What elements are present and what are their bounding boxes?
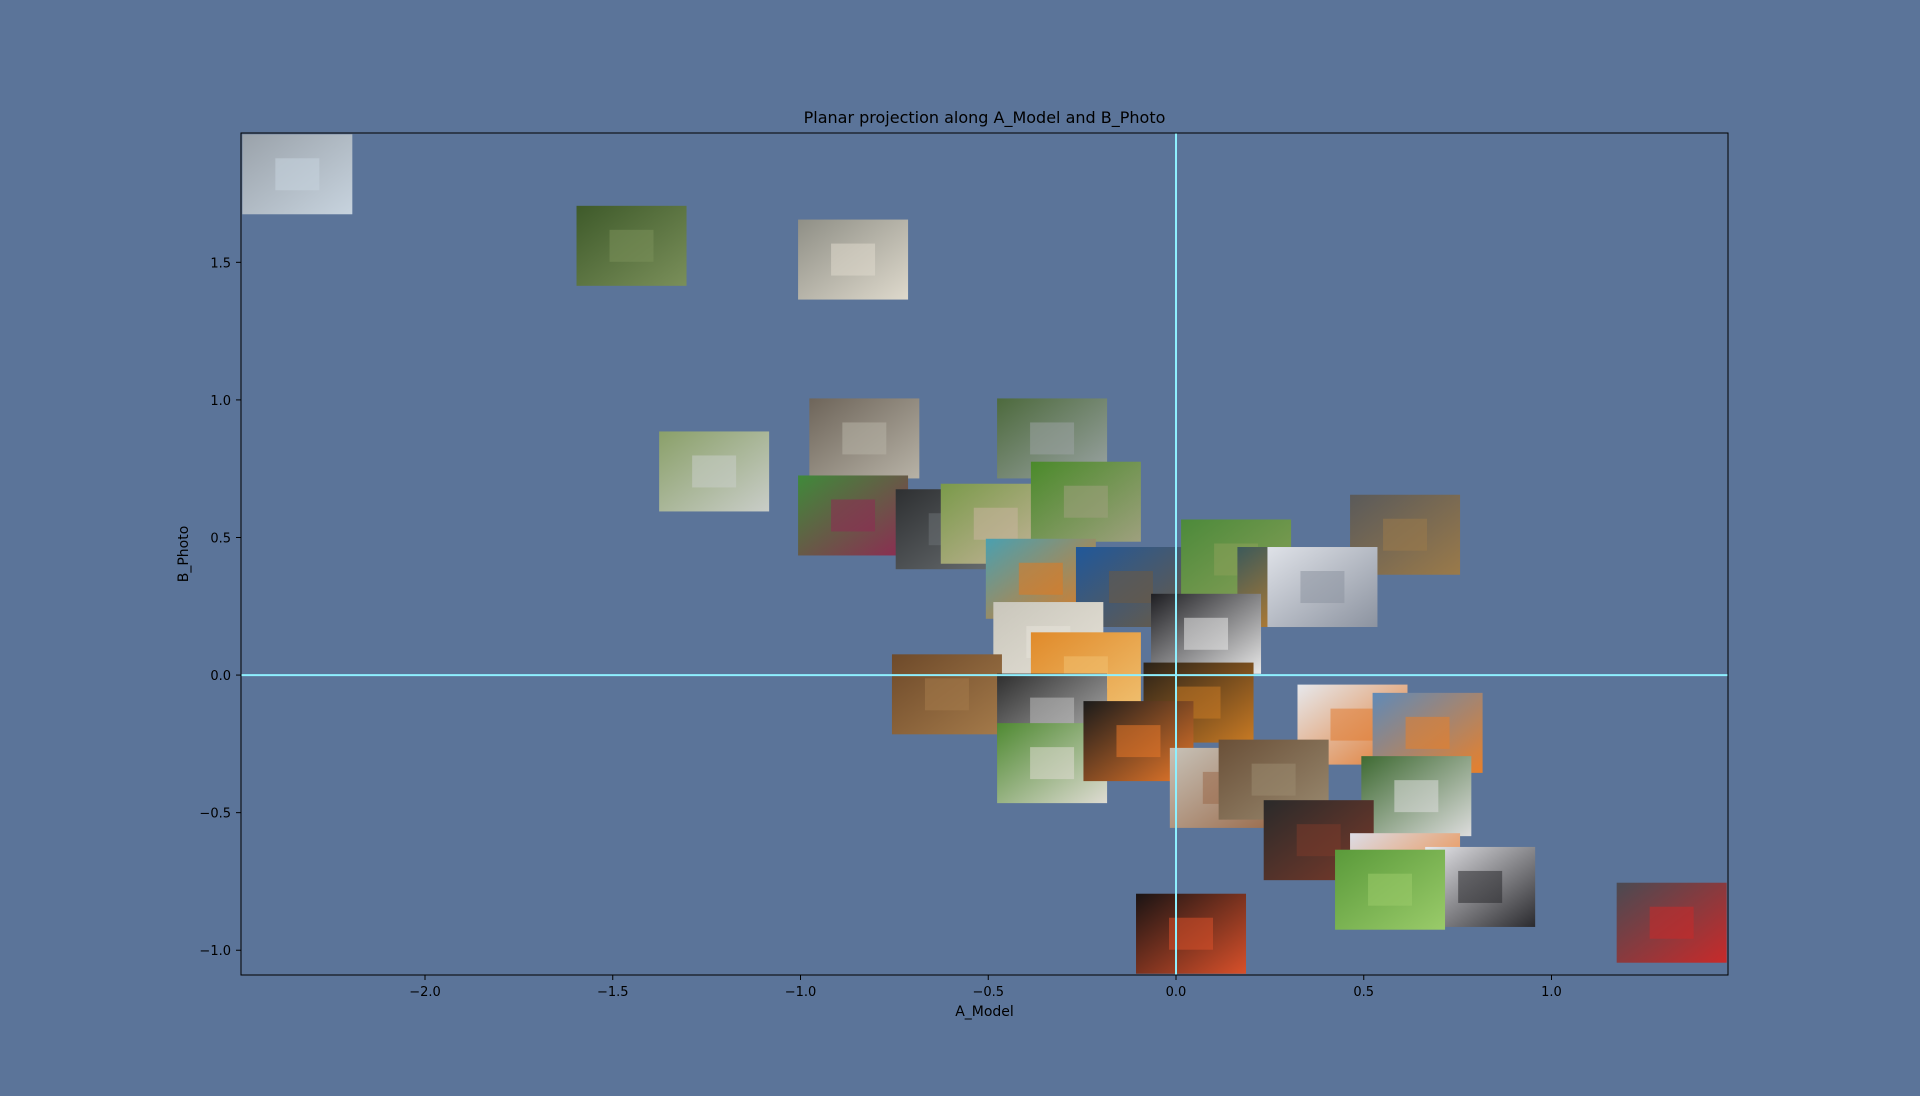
thumbnail-subject [1383, 518, 1428, 551]
thumbnail-subject [831, 499, 876, 532]
data-point-thumbnail [798, 219, 909, 300]
data-point-thumbnail [659, 431, 770, 512]
x-tick-label: −2.0 [409, 985, 441, 1000]
data-point-thumbnail [1151, 593, 1262, 674]
y-axis-label: B_Photo [176, 526, 192, 583]
thumbnail-subject [1330, 708, 1375, 741]
thumbnail-subject [1251, 763, 1296, 796]
x-tick-label: 0.0 [1166, 985, 1187, 1000]
thumbnail-subject [1018, 562, 1063, 595]
thumbnail-subject [1063, 485, 1108, 518]
thumbnail-subject [1300, 571, 1345, 604]
reference-lines [241, 133, 1728, 975]
thumbnail-subject [842, 422, 887, 455]
thumbnail-subject [1030, 747, 1075, 780]
data-point-thumbnail [1136, 893, 1247, 974]
thumbnail-subject [1368, 873, 1413, 906]
thumbnail-subject [973, 507, 1018, 540]
x-tick-label: −1.5 [597, 985, 629, 1000]
y-tick-label: 0.5 [210, 531, 231, 546]
x-axis-label: A_Model [955, 1004, 1014, 1020]
data-point-thumbnail [1267, 547, 1378, 628]
data-point-thumbnail [891, 654, 1002, 735]
data-point-thumbnail [809, 398, 920, 479]
data-point-thumbnail [1030, 461, 1141, 542]
x-tick-label: −0.5 [972, 985, 1004, 1000]
thumbnail-subject [1108, 571, 1153, 604]
data-point-thumbnail [242, 134, 353, 215]
thumbnail-subject [1030, 422, 1075, 455]
data-point-thumbnail [1616, 882, 1727, 963]
thumbnail-subject [1116, 725, 1161, 758]
data-point-thumbnail [1361, 756, 1472, 837]
thumbnail-subject [275, 158, 320, 191]
thumbnail-subject [1649, 906, 1694, 939]
y-tick-label: 1.5 [210, 256, 231, 271]
thumbnail-subject [1296, 824, 1341, 857]
x-tick-label: 1.0 [1541, 985, 1562, 1000]
thumbnail-subject [1405, 716, 1450, 749]
plot-frame [240, 132, 1729, 976]
x-tick-label: −1.0 [785, 985, 817, 1000]
thumbnail-subject [609, 229, 654, 262]
y-axis: −1.0 −0.5 0.0 0.5 1.0 1.5 [199, 256, 241, 959]
y-tick-label: −1.0 [199, 944, 231, 959]
data-point-thumbnail [576, 205, 687, 286]
y-tick-label: −0.5 [199, 807, 231, 822]
thumbnail-subject [1184, 617, 1229, 650]
y-tick-label: 0.0 [210, 669, 231, 684]
thumbnail-subject [831, 243, 876, 276]
chart-title: Planar projection along A_Model and B_Ph… [804, 108, 1166, 128]
thumbnail-subject [1458, 870, 1503, 903]
x-tick-label: 0.5 [1353, 985, 1374, 1000]
x-axis: −2.0 −1.5 −1.0 −0.5 0.0 0.5 1.0 [409, 975, 1562, 1000]
data-point-thumbnail [1335, 849, 1446, 930]
thumbnail-subject [1394, 780, 1439, 813]
y-tick-label: 1.0 [210, 394, 231, 409]
thumbnail-subject [692, 455, 737, 488]
thumbnail-subject [924, 678, 969, 711]
data-point-thumbnail [798, 475, 909, 556]
